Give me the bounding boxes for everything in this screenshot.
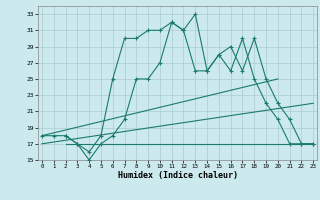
X-axis label: Humidex (Indice chaleur): Humidex (Indice chaleur)	[118, 171, 238, 180]
